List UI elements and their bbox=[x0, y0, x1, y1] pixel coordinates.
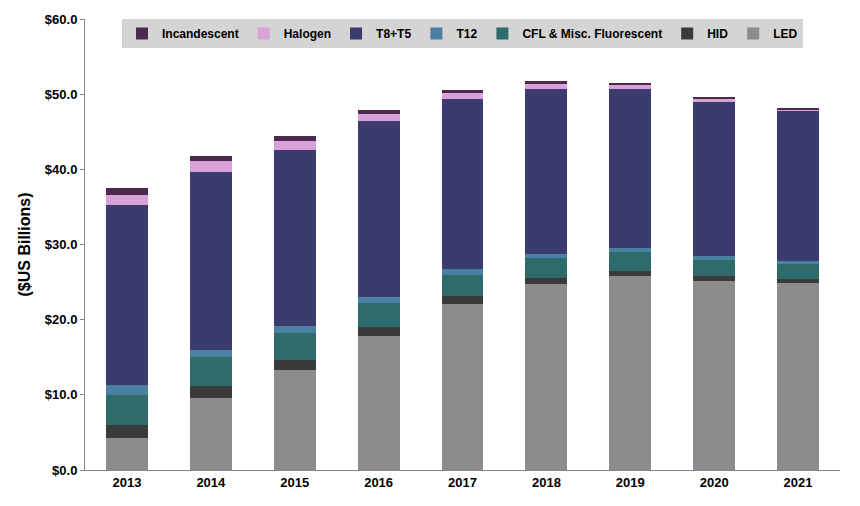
svg-text:2014: 2014 bbox=[196, 475, 226, 490]
svg-text:$10.0: $10.0 bbox=[45, 387, 78, 402]
svg-text:2013: 2013 bbox=[112, 475, 141, 490]
svg-text:T12: T12 bbox=[456, 27, 477, 41]
svg-text:2019: 2019 bbox=[616, 475, 645, 490]
svg-text:Incandescent: Incandescent bbox=[162, 27, 239, 41]
svg-text:$0.0: $0.0 bbox=[52, 463, 77, 478]
svg-text:2015: 2015 bbox=[280, 475, 309, 490]
svg-text:2016: 2016 bbox=[364, 475, 393, 490]
svg-text:CFL & Misc. Fluorescent: CFL & Misc. Fluorescent bbox=[522, 27, 662, 41]
svg-text:Halogen: Halogen bbox=[284, 27, 331, 41]
svg-text:$30.0: $30.0 bbox=[45, 237, 78, 252]
svg-text:T8+T5: T8+T5 bbox=[376, 27, 411, 41]
svg-text:HID: HID bbox=[707, 27, 728, 41]
svg-text:2021: 2021 bbox=[784, 475, 813, 490]
svg-text:2017: 2017 bbox=[448, 475, 477, 490]
svg-text:$40.0: $40.0 bbox=[45, 162, 78, 177]
svg-text:2018: 2018 bbox=[532, 475, 561, 490]
svg-text:$20.0: $20.0 bbox=[45, 312, 78, 327]
svg-text:$60.0: $60.0 bbox=[45, 12, 78, 27]
svg-text:LED: LED bbox=[773, 27, 797, 41]
svg-text:($US Billions): ($US Billions) bbox=[16, 192, 33, 296]
svg-text:$50.0: $50.0 bbox=[45, 87, 78, 102]
svg-text:2020: 2020 bbox=[700, 475, 729, 490]
